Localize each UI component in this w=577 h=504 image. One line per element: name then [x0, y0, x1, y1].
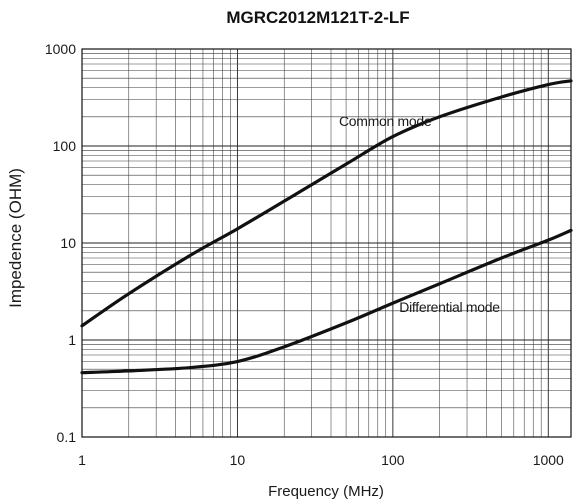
x-tick-label: 100: [381, 452, 405, 468]
plot-frame: [81, 48, 572, 438]
y-tick-label: 100: [53, 138, 77, 154]
y-tick-label: 1: [68, 332, 76, 348]
x-tick-label: 10: [230, 452, 246, 468]
grid: [81, 48, 571, 438]
y-tick-label: 0.1: [57, 429, 77, 445]
differential-mode-annotation: Differential mode: [399, 299, 500, 315]
series-lines: [80, 79, 573, 375]
y-tick-label: 10: [60, 235, 76, 251]
common-mode-line: [80, 79, 573, 328]
chart-title: MGRC2012M121T-2-LF: [226, 8, 409, 27]
x-tick-label: 1000: [533, 452, 564, 468]
x-tick-label: 1: [78, 452, 86, 468]
series-annotations: Common mode Differential mode: [339, 113, 501, 315]
differential-mode-line: [80, 228, 573, 375]
common-mode-annotation: Common mode: [339, 113, 432, 129]
y-axis-label: Impedence (OHM): [6, 168, 25, 308]
x-axis-label: Frequency (MHz): [268, 483, 384, 500]
y-tick-label: 1000: [45, 41, 76, 57]
